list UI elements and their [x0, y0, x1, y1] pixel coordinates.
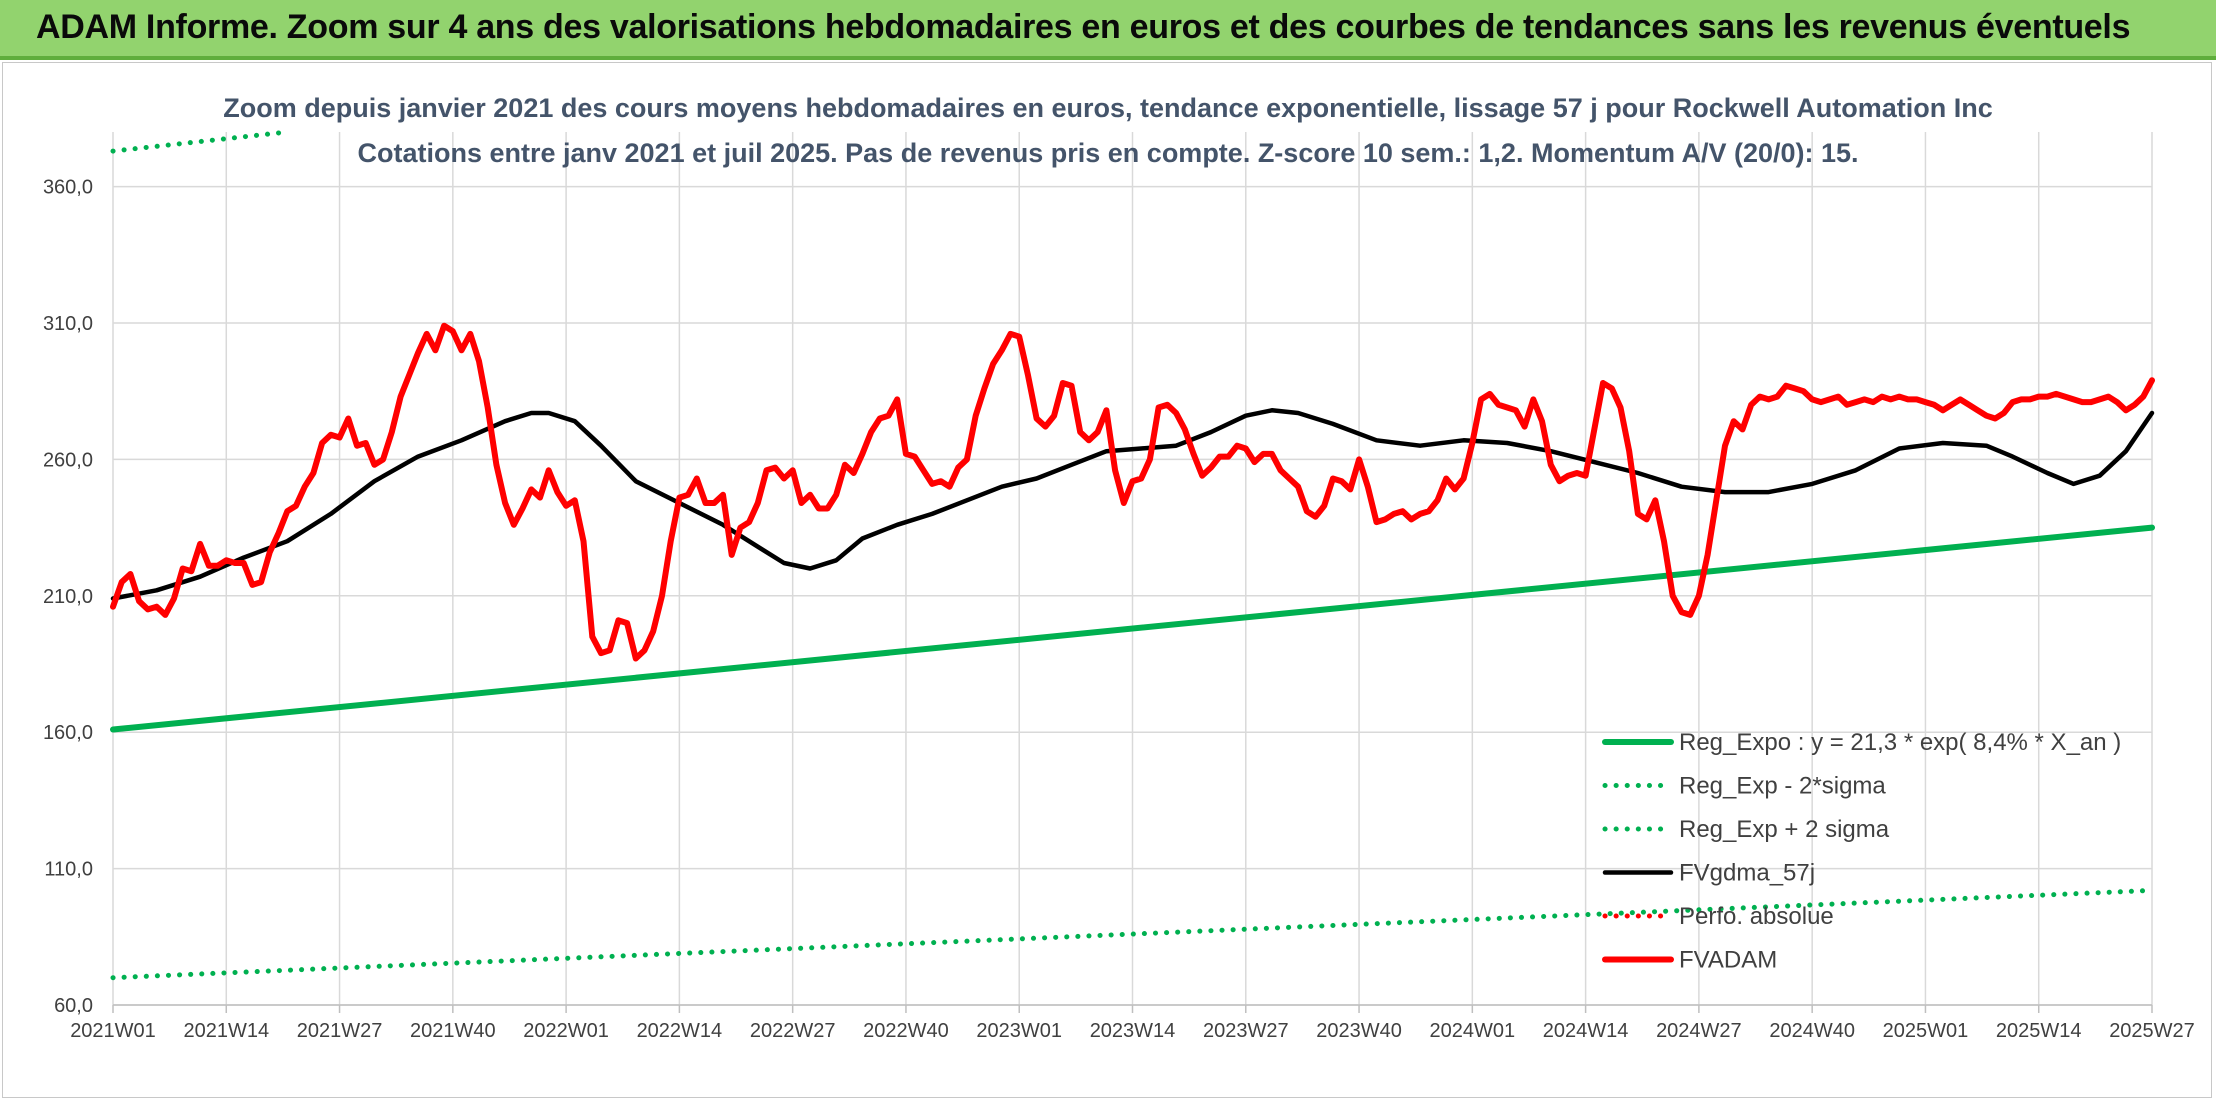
report-header: ADAM Informe. Zoom sur 4 ans des valoris… [0, 0, 2216, 60]
chart-title: Zoom depuis janvier 2021 des cours moyen… [223, 93, 1993, 123]
x-tick-label: 2025W01 [1883, 1020, 1969, 1042]
legend-label-0: Reg_Expo : y = 21,3 * exp( 8,4% * X_an ) [1679, 729, 2121, 756]
report-title: ADAM Informe. Zoom sur 4 ans des valoris… [36, 8, 2131, 46]
x-tick-label: 2021W40 [410, 1020, 496, 1042]
y-tick-label: 210,0 [43, 586, 93, 608]
x-tick-label: 2025W14 [1996, 1020, 2082, 1042]
x-tick-label: 2023W14 [1090, 1020, 1176, 1042]
series-layer [110, 129, 2155, 981]
legend-label-1: Reg_Exp - 2*sigma [1679, 773, 1886, 800]
chart-frame [2, 62, 2212, 1098]
x-tick-label: 2022W14 [637, 1020, 723, 1042]
x-tick-label: 2023W40 [1316, 1020, 1402, 1042]
legend-label-4: Perfo. absolue [1679, 903, 1834, 930]
axis-layer: 60,0 110,0 160,0 210,0 260,0 310,0 360,0 2021W0… [43, 177, 2195, 1042]
y-tick-label: 160,0 [43, 722, 93, 744]
y-tick-label: 60,0 [54, 995, 93, 1017]
x-tick-label: 2021W14 [183, 1020, 269, 1042]
series-line-0 [110, 524, 2155, 733]
y-tick-label: 110,0 [44, 859, 93, 881]
chart-legend: Reg_Expo : y = 21,3 * exp( 8,4% * X_an )… [1602, 729, 2121, 974]
x-tick-label: 2023W01 [976, 1020, 1062, 1042]
x-tick-label: 2023W27 [1203, 1020, 1289, 1042]
x-tick-label: 2022W01 [523, 1020, 609, 1042]
x-tick-label: 2021W27 [297, 1020, 383, 1042]
x-tick-label: 2024W01 [1430, 1020, 1516, 1042]
series-line-5 [110, 322, 2155, 662]
legend-label-5: FVADAM [1679, 947, 1777, 974]
x-tick-label: 2022W27 [750, 1020, 836, 1042]
x-tick-label: 2024W14 [1543, 1020, 1629, 1042]
x-tick-label: 2024W27 [1656, 1020, 1742, 1042]
y-tick-label: 310,0 [43, 313, 93, 335]
series-line-3 [110, 408, 2155, 601]
legend-label-2: Reg_Exp + 2 sigma [1679, 816, 1890, 843]
y-tick-label: 260,0 [43, 449, 93, 471]
y-tick-label: 360,0 [43, 177, 93, 199]
x-tick-label: 2022W40 [863, 1020, 949, 1042]
grid-layer [112, 132, 2153, 1006]
series-line-2 [110, 129, 290, 154]
chart-subtitle: Cotations entre janv 2021 et juil 2025. … [357, 138, 1858, 168]
x-tick-label: 2025W27 [2109, 1020, 2195, 1042]
x-tick-label: 2024W40 [1769, 1020, 1855, 1042]
x-tick-label: 2021W01 [70, 1020, 156, 1042]
series-line-1 [110, 887, 2155, 981]
legend-label-3: FVgdma_57j [1679, 860, 1815, 887]
